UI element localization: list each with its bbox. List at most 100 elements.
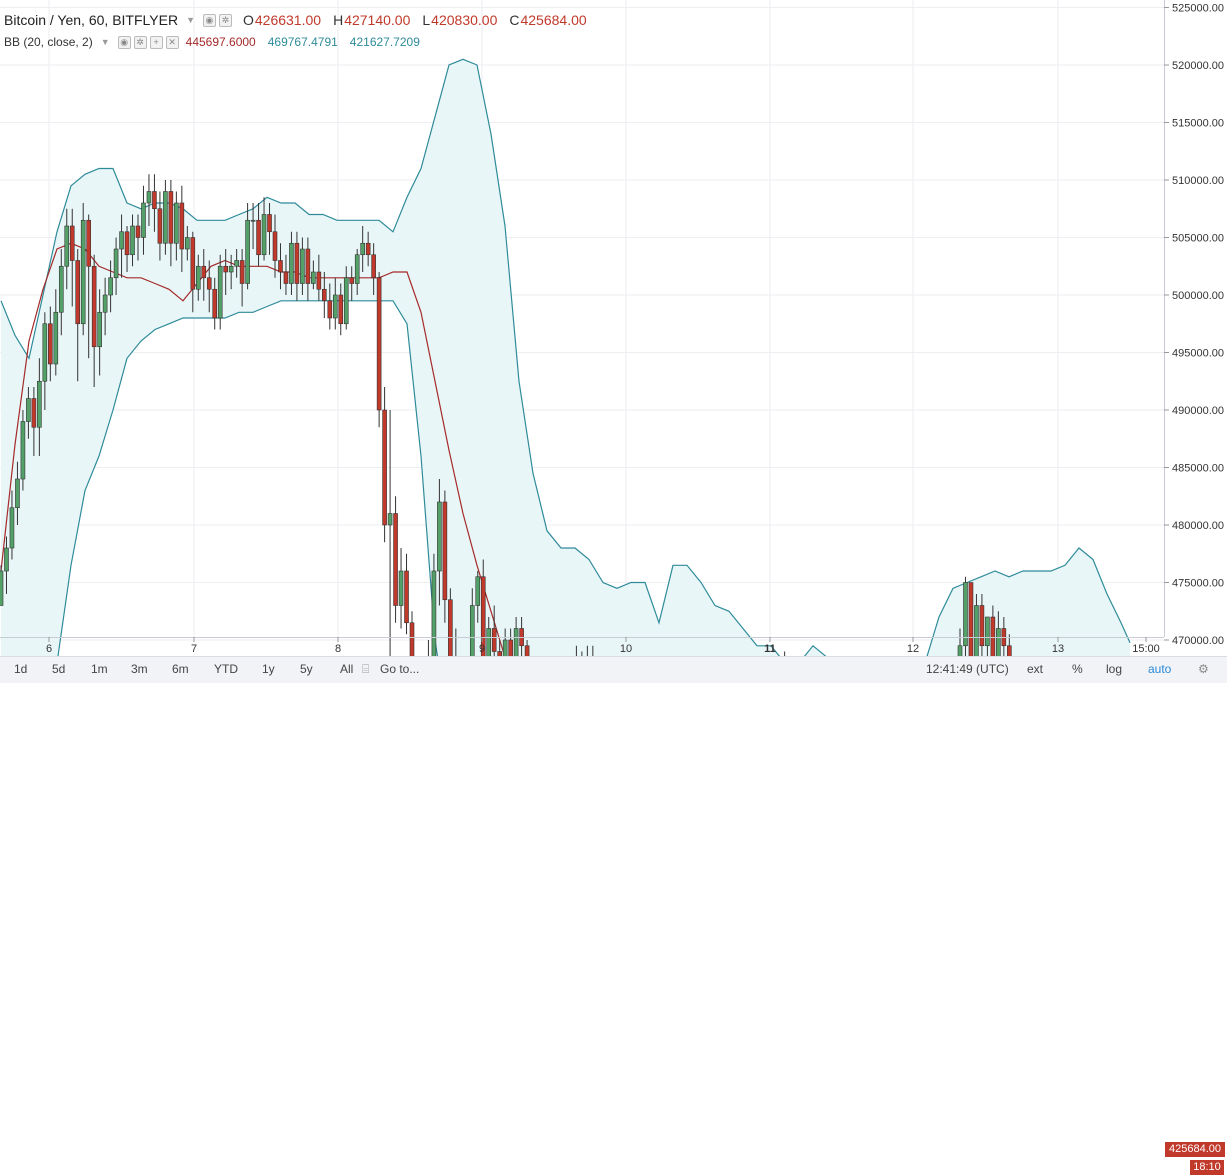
- eye-icon[interactable]: ◉: [202, 13, 216, 27]
- range-1d[interactable]: 1d: [14, 662, 28, 676]
- candle: [190, 231, 196, 313]
- symbol-title[interactable]: Bitcoin / Yen, 60, BITFLYER: [4, 12, 179, 28]
- candle-body: [261, 214, 267, 256]
- range-3m[interactable]: 3m: [131, 662, 148, 676]
- y-tick-label: 500000.00: [1172, 290, 1224, 302]
- candle: [245, 203, 250, 290]
- candle-body: [957, 645, 963, 656]
- candle-body: [327, 300, 333, 319]
- candle-body: [990, 616, 996, 656]
- candle: [261, 197, 267, 261]
- range-5y[interactable]: 5y: [300, 662, 313, 676]
- high-label: H: [333, 12, 344, 28]
- candle: [508, 628, 513, 656]
- candle: [311, 260, 316, 290]
- candle-body: [409, 622, 415, 656]
- candle: [1007, 634, 1012, 656]
- candle-body: [15, 478, 20, 509]
- candle-body: [20, 421, 26, 480]
- candle-body: [146, 191, 152, 204]
- candle: [343, 266, 349, 330]
- candle-body: [322, 288, 327, 302]
- range-1y[interactable]: 1y: [262, 662, 275, 676]
- bollinger-band-fill: [1, 59, 1130, 656]
- bollinger-lower-line: [57, 300, 439, 656]
- close-value: 425684.00: [520, 12, 587, 28]
- chevron-down-icon[interactable]: ▼: [100, 37, 110, 47]
- eye-icon[interactable]: ◉: [117, 35, 131, 49]
- candle-body: [393, 513, 398, 606]
- calendar-icon[interactable]: ⌸: [362, 662, 370, 676]
- candle: [141, 185, 146, 255]
- range-5d[interactable]: 5d: [52, 662, 66, 676]
- gear-icon[interactable]: ✲: [218, 13, 232, 27]
- y-tick-label: 470000.00: [1172, 635, 1224, 647]
- open-label: O: [242, 12, 254, 28]
- y-tick-label: 475000.00: [1172, 578, 1224, 590]
- close-icon[interactable]: ✕: [165, 35, 179, 49]
- candle-body: [157, 208, 163, 244]
- candle-body: [513, 628, 519, 656]
- time-axis[interactable]: 6 7 8 9 10 11 12 13 15:00: [46, 637, 1160, 655]
- plus-icon[interactable]: +: [149, 35, 163, 49]
- range-1m[interactable]: 1m: [91, 662, 108, 676]
- candle: [113, 237, 119, 295]
- candle-body: [234, 260, 239, 267]
- range-all[interactable]: All: [340, 662, 354, 676]
- candle-body: [9, 507, 15, 549]
- candle: [157, 191, 163, 261]
- utc-clock[interactable]: 12:41:49 (UTC): [926, 662, 1009, 676]
- percent-toggle[interactable]: %: [1072, 662, 1083, 676]
- range-ytd[interactable]: YTD: [214, 662, 238, 676]
- price-axis[interactable]: 420000.00425000.00430000.00435000.004400…: [1164, 3, 1224, 657]
- gear-icon[interactable]: ✲: [133, 35, 147, 49]
- candle-body: [469, 605, 475, 656]
- candle: [86, 214, 91, 359]
- goto-button[interactable]: Go to...: [380, 662, 420, 676]
- candle: [957, 628, 963, 656]
- candle: [201, 249, 207, 301]
- countdown-tag: 18:10: [1190, 1159, 1224, 1175]
- candle: [152, 174, 157, 232]
- indicator-title[interactable]: BB (20, close, 2): [4, 35, 93, 49]
- candle: [168, 180, 174, 267]
- candle: [480, 559, 486, 656]
- candle-body: [343, 277, 349, 325]
- candle-body: [245, 219, 250, 284]
- candle-body: [69, 225, 75, 261]
- ext-toggle[interactable]: ext: [1027, 662, 1044, 676]
- candle: [102, 277, 108, 336]
- candle: [37, 358, 42, 456]
- price-chart[interactable]: 420000.00425000.00430000.00435000.004400…: [0, 0, 1227, 656]
- candle: [502, 628, 508, 656]
- candle-body: [179, 202, 185, 250]
- open-value: 426631.00: [254, 12, 322, 28]
- candle-body: [524, 645, 530, 656]
- candle: [119, 214, 124, 278]
- y-tick-label: 515000.00: [1172, 118, 1224, 130]
- candle: [195, 254, 201, 301]
- candle-body: [206, 277, 212, 290]
- candle: [513, 617, 519, 656]
- candle-body: [141, 202, 146, 238]
- y-tick-label: 490000.00: [1172, 405, 1224, 417]
- candle: [491, 605, 497, 656]
- gear-icon[interactable]: ⚙: [1198, 662, 1209, 676]
- candle-body: [185, 237, 190, 250]
- candle-body: [130, 225, 135, 256]
- range-6m[interactable]: 6m: [172, 662, 189, 676]
- candle-body: [97, 311, 102, 348]
- candle: [239, 249, 245, 307]
- candle-body: [437, 501, 442, 572]
- candle: [469, 588, 475, 656]
- candle-body: [968, 582, 974, 656]
- candle: [354, 249, 360, 295]
- log-toggle[interactable]: log: [1106, 662, 1123, 676]
- candle: [250, 203, 256, 249]
- candle: [404, 553, 409, 635]
- chevron-down-icon[interactable]: ▼: [186, 15, 195, 25]
- candle-body: [963, 582, 968, 647]
- candle-body: [387, 513, 393, 526]
- candle-body: [174, 202, 179, 244]
- auto-toggle[interactable]: auto: [1148, 662, 1172, 676]
